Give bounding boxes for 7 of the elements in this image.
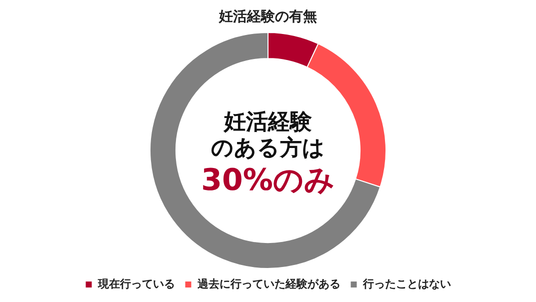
legend-label: 行ったことはない: [362, 277, 451, 290]
chart-title: 妊活経験の有無: [218, 8, 318, 26]
legend-label: 過去に行っていた経験がある: [196, 277, 340, 290]
legend-label: 現在行っている: [96, 277, 175, 290]
text: 妊活経験: [222, 110, 313, 136]
text: 30%のみ: [200, 162, 336, 199]
text: のある方は: [210, 136, 326, 163]
